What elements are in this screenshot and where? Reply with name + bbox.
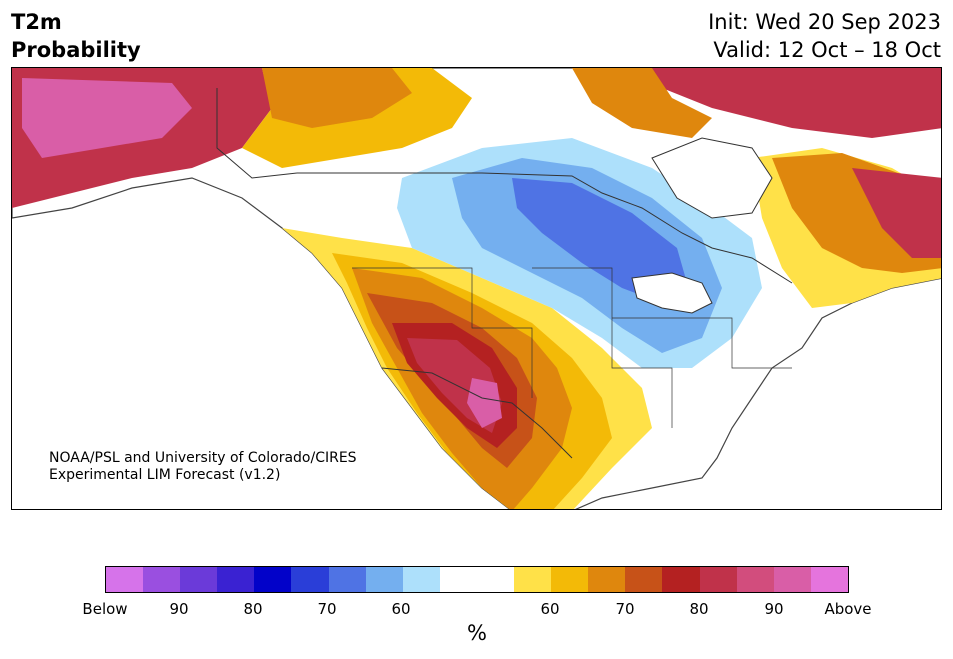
- states-central-grid: [532, 267, 673, 428]
- colorbar-segment: [402, 567, 440, 592]
- colorbar-unit: %: [467, 621, 487, 645]
- colorbar-segment: [328, 567, 366, 592]
- colorbar-segment: [217, 567, 255, 592]
- colorbar-segment: [365, 567, 403, 592]
- colorbar-tick-below-70: 70: [317, 600, 337, 618]
- map-subtitle: Probability: [11, 38, 141, 62]
- colorbar-tick-above-80: 80: [689, 600, 709, 618]
- map-title: T2m: [11, 10, 62, 34]
- colorbar-tick-above-60: 60: [540, 600, 560, 618]
- colorbar-segment: [476, 567, 515, 592]
- colorbar-segment: [106, 567, 144, 592]
- hudson-bay: [651, 137, 773, 219]
- anomaly-warm-arctic-ring: [572, 68, 712, 138]
- anomaly-cold-80: [512, 178, 687, 303]
- colorbar-segment: [143, 567, 181, 592]
- great-lakes: [631, 272, 713, 314]
- anomaly-warm-core-3: [467, 378, 502, 428]
- init-date: Init: Wed 20 Sep 2023: [708, 10, 941, 34]
- colorbar-segment: [588, 567, 626, 592]
- border-alaska: [216, 88, 298, 179]
- colorbar-tick-above-90: 90: [764, 600, 784, 618]
- date-block: Init: Wed 20 Sep 2023 Valid: 12 Oct – 18…: [708, 8, 941, 64]
- credit-line-1: NOAA/PSL and University of Colorado/CIRE…: [49, 450, 357, 466]
- colorbar-tick-above: Above: [824, 600, 872, 618]
- colorbar-segment: [773, 567, 811, 592]
- anomaly-warm-north-ring-inner: [262, 68, 412, 128]
- colorbar-tick-below-90: 90: [169, 600, 189, 618]
- colorbar-segment: [180, 567, 218, 592]
- anomaly-warm-east-80: [852, 168, 941, 258]
- colorbar-segment: [662, 567, 700, 592]
- colorbar-tick-below-80: 80: [243, 600, 263, 618]
- anomaly-warm-alaska-core: [22, 78, 192, 158]
- colorbar-segment: [514, 567, 552, 592]
- colorbar-segment: [625, 567, 663, 592]
- colorbar: [105, 566, 849, 593]
- colorbar-tick-above-70: 70: [615, 600, 635, 618]
- valid-date: Valid: 12 Oct – 18 Oct: [713, 38, 941, 62]
- credit-line-2: Experimental LIM Forecast (v1.2): [49, 467, 281, 483]
- colorbar-segment: [810, 567, 848, 592]
- colorbar-segment: [439, 567, 477, 592]
- colorbar-segment: [736, 567, 774, 592]
- border-us-canada: [297, 172, 793, 284]
- colorbar-segment: [551, 567, 589, 592]
- map-canvas: [12, 68, 941, 509]
- colorbar-segment: [291, 567, 329, 592]
- states-east-grid: [612, 317, 792, 369]
- credit-text: NOAA/PSL and University of Colorado/CIRE…: [49, 450, 357, 484]
- anomaly-warm-arctic: [652, 68, 941, 138]
- colorbar-tick-below: Below: [82, 600, 128, 618]
- states-west-grid: [352, 267, 533, 398]
- title-block: T2m Probability: [11, 8, 141, 64]
- border-us-mexico: [381, 367, 573, 459]
- probability-map: [11, 67, 942, 510]
- colorbar-tick-below-60: 60: [391, 600, 411, 618]
- colorbar-segment: [699, 567, 737, 592]
- colorbar-segment: [254, 567, 292, 592]
